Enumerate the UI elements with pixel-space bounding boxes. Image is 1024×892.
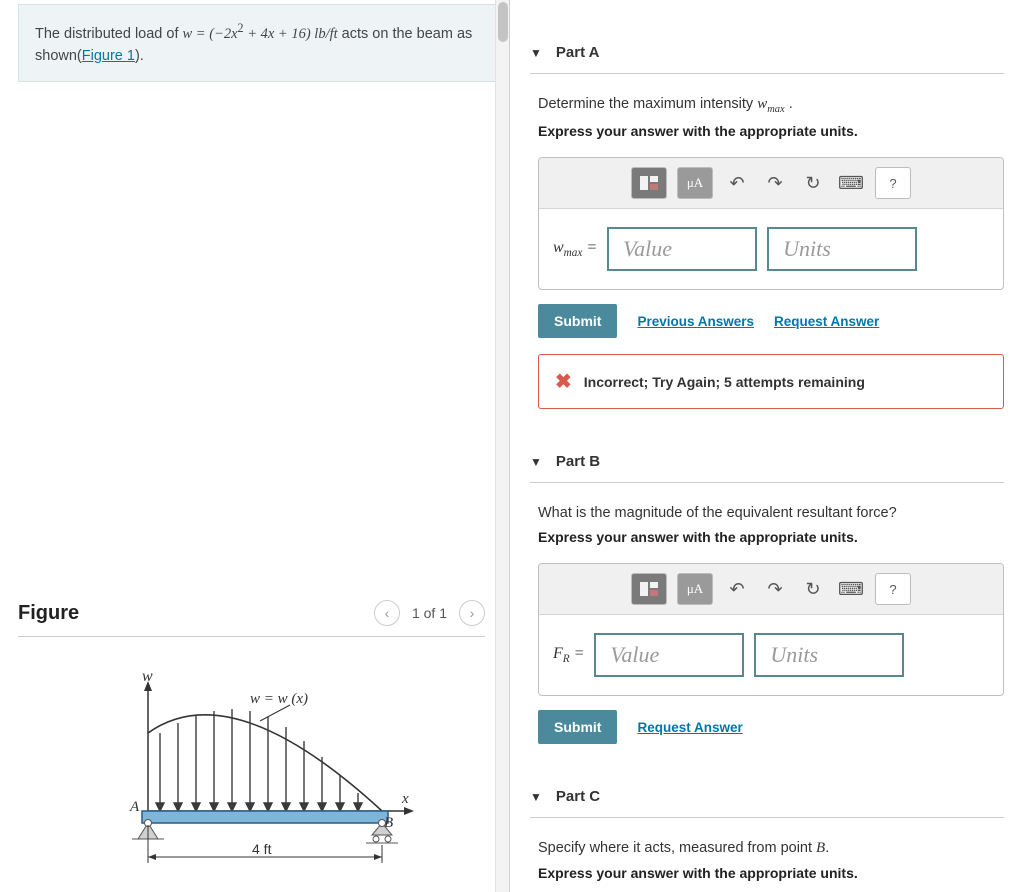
figure-pager-label: 1 of 1	[412, 605, 447, 621]
part-b-units-input[interactable]: Units	[754, 633, 904, 677]
part-a-title: Part A	[556, 44, 600, 61]
template-button[interactable]	[631, 167, 667, 199]
part-a-hint: Express your answer with the appropriate…	[538, 123, 1004, 139]
problem-equation: w = (−2x2 + 4x + 16) lb/ft	[183, 26, 338, 42]
help-button[interactable]: ?	[875, 573, 911, 605]
part-b-title: Part B	[556, 453, 600, 470]
part-b-hint: Express your answer with the appropriate…	[538, 529, 1004, 545]
problem-text-end: ).	[135, 48, 144, 64]
problem-statement: The distributed load of w = (−2x2 + 4x +…	[18, 4, 499, 82]
part-a-feedback: ✖ Incorrect; Try Again; 5 attempts remai…	[538, 354, 1004, 409]
part-a-previous-answers-link[interactable]: Previous Answers	[637, 314, 754, 329]
part-b-submit-button[interactable]: Submit	[538, 710, 617, 744]
reset-icon[interactable]: ↻	[799, 169, 827, 197]
part-c-prompt-pre: Specify where it acts, measured from poi…	[538, 840, 816, 856]
part-a-prompt: Determine the maximum intensity wmax .	[538, 96, 1004, 115]
axis-x-label: x	[401, 791, 409, 807]
undo-icon[interactable]: ↶	[723, 169, 751, 197]
part-a-request-answer-link[interactable]: Request Answer	[774, 314, 879, 329]
part-b-prompt: What is the magnitude of the equivalent …	[538, 505, 1004, 521]
help-button[interactable]: ?	[875, 167, 911, 199]
part-b-var-label: FR =	[553, 645, 584, 665]
part-a-units-input[interactable]: Units	[767, 227, 917, 271]
part-c-prompt: Specify where it acts, measured from poi…	[538, 840, 1004, 857]
figure-next-button[interactable]: ›	[459, 600, 485, 626]
part-a-value-input[interactable]: Value	[607, 227, 757, 271]
part-a-prompt-pre: Determine the maximum intensity	[538, 96, 757, 112]
point-a-label: A	[129, 799, 140, 815]
part-a-submit-button[interactable]: Submit	[538, 304, 617, 338]
part-b-header[interactable]: ▼ Part B	[530, 453, 1004, 483]
caret-down-icon: ▼	[530, 790, 542, 804]
figure-link[interactable]: Figure 1	[82, 48, 135, 64]
part-a-answer-box: μA ↶ ↷ ↻ ⌨ ? wmax = Value Units	[538, 157, 1004, 290]
reset-icon[interactable]: ↻	[799, 575, 827, 603]
problem-text-pre: The distributed load of	[35, 26, 183, 42]
figure-diagram: w x w = w (x)	[18, 637, 485, 873]
part-b-request-answer-link[interactable]: Request Answer	[637, 720, 742, 735]
figure-prev-button[interactable]: ‹	[374, 600, 400, 626]
x-icon: ✖	[555, 369, 572, 394]
redo-icon[interactable]: ↷	[761, 169, 789, 197]
span-label: 4 ft	[252, 841, 272, 857]
left-scrollbar[interactable]	[495, 0, 509, 892]
keyboard-icon[interactable]: ⌨	[837, 575, 865, 603]
part-c-header[interactable]: ▼ Part C	[530, 788, 1004, 818]
part-c-hint: Express your answer with the appropriate…	[538, 865, 1004, 881]
template-button[interactable]	[631, 573, 667, 605]
part-a-header[interactable]: ▼ Part A	[530, 44, 1004, 74]
greek-button[interactable]: μA	[677, 573, 713, 605]
feedback-text: Incorrect; Try Again; 5 attempts remaini…	[584, 374, 865, 390]
part-a-var-label: wmax =	[553, 239, 597, 259]
part-a-prompt-post: .	[785, 96, 793, 112]
caret-down-icon: ▼	[530, 455, 542, 469]
caret-down-icon: ▼	[530, 46, 542, 60]
redo-icon[interactable]: ↷	[761, 575, 789, 603]
part-c-title: Part C	[556, 788, 600, 805]
scrollbar-thumb[interactable]	[498, 2, 508, 42]
figure-title: Figure	[18, 602, 79, 625]
part-b-answer-box: μA ↶ ↷ ↻ ⌨ ? FR = Value Units	[538, 563, 1004, 696]
keyboard-icon[interactable]: ⌨	[837, 169, 865, 197]
greek-button[interactable]: μA	[677, 167, 713, 199]
part-c-prompt-var: B	[816, 840, 825, 856]
part-b-value-input[interactable]: Value	[594, 633, 744, 677]
part-c-prompt-post: .	[825, 840, 829, 856]
undo-icon[interactable]: ↶	[723, 575, 751, 603]
curve-eq-label: w = w (x)	[250, 691, 308, 707]
